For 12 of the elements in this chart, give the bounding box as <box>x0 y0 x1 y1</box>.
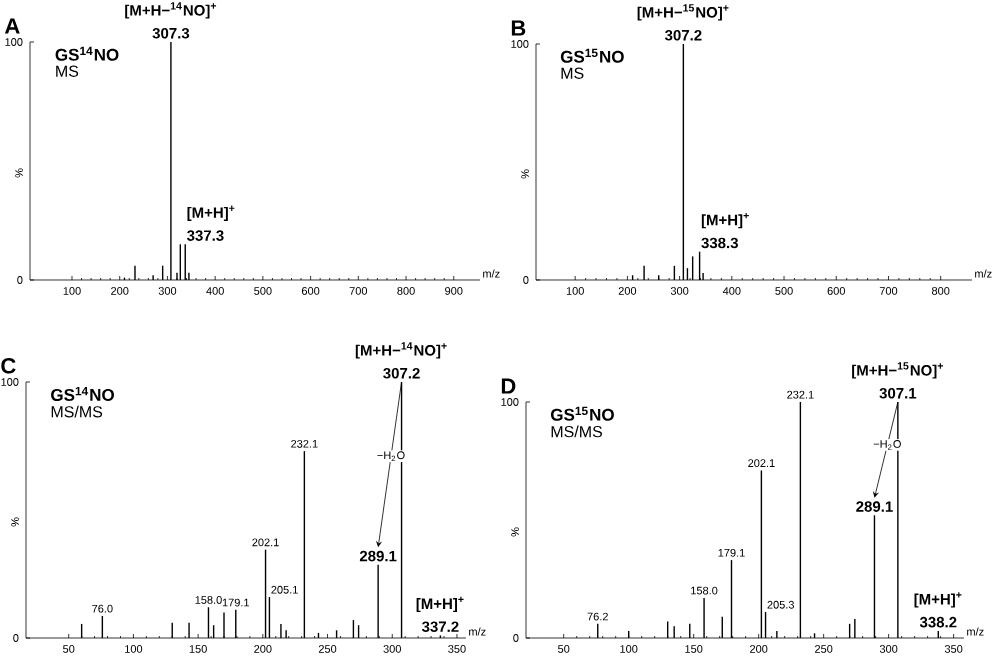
chart-title: A <box>4 18 20 34</box>
chart-title: D <box>501 378 516 394</box>
annotation: MS <box>561 67 584 79</box>
annotation: MS/MS <box>551 425 603 438</box>
annotation: MS <box>56 65 79 77</box>
chart-subtitle: GS$^{14}$NO <box>55 46 119 61</box>
annotation: MS/MS <box>51 405 103 418</box>
chart-subtitle: GS$^{15}$NO <box>551 406 614 421</box>
chart-title: B <box>511 20 526 36</box>
chart-subtitle: GS$^{14}$NO <box>51 386 114 401</box>
chart-title: C <box>1 358 16 374</box>
chart-subtitle: GS$^{15}$NO <box>560 48 624 63</box>
